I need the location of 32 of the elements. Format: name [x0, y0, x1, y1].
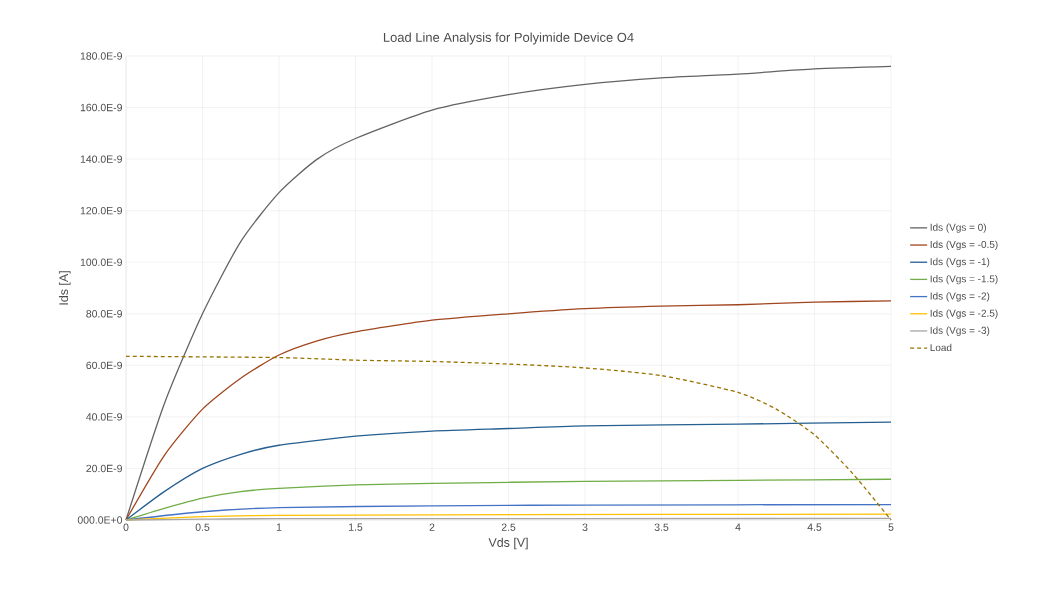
- legend-label: Ids (Vgs = -3): [930, 326, 990, 336]
- y-tick-label: 80.0E-9: [86, 310, 122, 318]
- legend-label: Ids (Vgs = -1): [930, 257, 990, 268]
- x-tick-label: 3: [582, 523, 588, 531]
- legend-label: Ids (Vgs = -2.5): [930, 309, 998, 319]
- y-tick-label: 20.0E-9: [86, 464, 122, 473]
- y-tick-label: 120.0E-9: [80, 206, 122, 215]
- y-tick-label: 160.0E-9: [80, 103, 122, 112]
- x-tick-label: 1.5: [349, 523, 363, 531]
- legend-label: Ids (Vgs = 0): [930, 223, 986, 233]
- x-tick-label: 5: [888, 523, 894, 531]
- legend-label: Ids (Vgs = -2): [930, 292, 990, 302]
- x-tick-label: 3.5: [654, 523, 669, 531]
- x-tick-label: 2.5: [501, 523, 516, 531]
- x-tick-label: 1: [276, 523, 282, 531]
- x-axis-title: Vds [V]: [488, 537, 528, 550]
- y-tick-label: 40.0E-9: [86, 413, 122, 421]
- legend-label: Ids (Vgs = -1.5): [930, 275, 998, 285]
- x-tick-label: 0: [123, 523, 129, 531]
- x-tick-label: 0.5: [195, 523, 210, 531]
- y-tick-label: 140.0E-9: [80, 155, 122, 163]
- x-tick-label: 4: [735, 523, 741, 531]
- y-axis-title: Ids [A]: [58, 271, 71, 305]
- legend-label: Ids (Vgs = -0.5): [930, 240, 998, 250]
- y-tick-label: 000.0E+0: [77, 516, 123, 524]
- y-tick-label: 60.0E-9: [86, 361, 122, 370]
- x-tick-label: 2: [429, 523, 435, 531]
- legend-label: Load: [930, 343, 952, 352]
- y-tick-label: 180.0E-9: [80, 52, 122, 60]
- chart-title: Load Line Analysis for Polyimide Device O4: [383, 32, 634, 45]
- y-tick-label: 100.0E-9: [80, 258, 122, 266]
- x-tick-label: 4.5: [807, 523, 822, 531]
